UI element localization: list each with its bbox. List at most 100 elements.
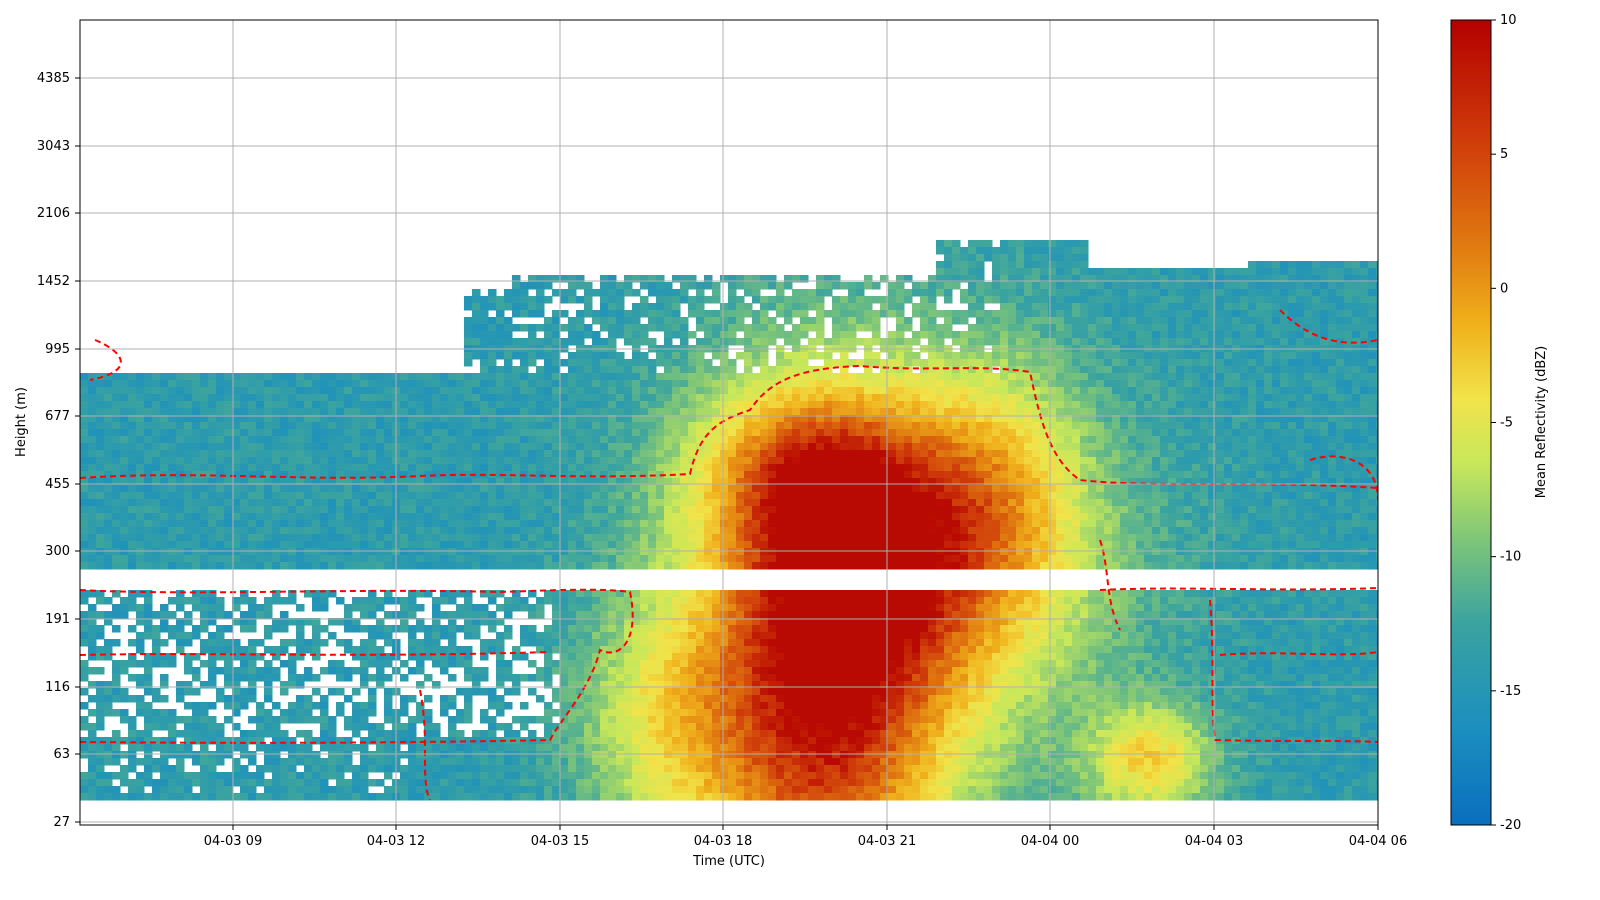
heatmap-cell [1360,485,1369,493]
heatmap-cell [1280,429,1289,437]
heatmap-cell [1376,513,1378,521]
heatmap-cell [912,310,921,318]
heatmap-cell [1128,513,1137,521]
heatmap-cell [936,268,945,276]
heatmap-cell [192,450,201,458]
heatmap-cell [1296,282,1305,290]
heatmap-cell [856,394,865,402]
heatmap-cell [1200,268,1209,276]
heatmap-cell [616,415,625,423]
heatmap-cell [520,415,529,423]
heatmap-cell [1136,478,1145,486]
heatmap-cell [816,352,825,360]
heatmap-cell [968,387,977,395]
heatmap-cell [504,366,513,374]
heatmap-cell [1096,324,1105,332]
heatmap-cell [1272,289,1281,297]
heatmap-cell [320,506,329,514]
heatmap-cell [608,415,617,423]
heatmap-cell [840,422,849,430]
heatmap-cell [1200,317,1209,325]
heatmap-cell [320,373,329,381]
heatmap-cell [344,373,353,381]
heatmap-cell [1200,380,1209,388]
heatmap-cell [320,422,329,430]
heatmap-cell [592,506,601,514]
heatmap-cell [912,408,921,416]
heatmap-cell [232,373,241,381]
heatmap-cell [720,429,729,437]
heatmap-cell [664,380,673,388]
heatmap-cell [904,450,913,458]
heatmap-cell [1032,268,1041,276]
heatmap-cell [1280,324,1289,332]
heatmap-cell [664,387,673,395]
heatmap-cell [272,499,281,507]
heatmap-cell [1048,450,1057,458]
heatmap-cell [688,485,697,493]
heatmap-cell [160,450,169,458]
heatmap-cell [1280,506,1289,514]
heatmap-cell [560,513,569,521]
heatmap-cell [1136,310,1145,318]
heatmap-cell [120,373,129,381]
heatmap-cell [1048,415,1057,423]
heatmap-cell [1360,401,1369,409]
heatmap-cell [256,408,265,416]
heatmap-cell [1032,464,1041,472]
heatmap-cell [328,373,337,381]
heatmap-cell [240,443,249,451]
heatmap-cell [544,275,553,283]
heatmap-cell [1280,387,1289,395]
heatmap-cell [80,387,89,395]
heatmap-cell [1120,373,1129,381]
heatmap-cell [424,471,433,479]
heatmap-cell [896,492,905,500]
heatmap-cell [1296,408,1305,416]
heatmap-cell [1192,373,1201,381]
heatmap-cell [760,387,769,395]
heatmap-cell [360,373,369,381]
heatmap-cell [760,275,769,283]
heatmap-cell [1152,380,1161,388]
heatmap-cell [240,499,249,507]
heatmap-cell [1288,464,1297,472]
heatmap-cell [384,471,393,479]
heatmap-cell [944,254,953,262]
heatmap-cell [832,506,841,514]
heatmap-cell [1032,338,1041,346]
heatmap-cell [624,443,633,451]
heatmap-cell [632,387,641,395]
heatmap-cell [384,387,393,395]
heatmap-cell [704,338,713,346]
heatmap-cell [648,506,657,514]
heatmap-cell [272,436,281,444]
heatmap-cell [1112,394,1121,402]
heatmap-cell [808,457,817,465]
heatmap-cell [1112,408,1121,416]
heatmap-cell [1304,387,1313,395]
heatmap-cell [264,429,273,437]
heatmap-cell [1192,401,1201,409]
heatmap-cell [328,429,337,437]
heatmap-cell [248,380,257,388]
heatmap-cell [520,380,529,388]
heatmap-cell [1064,282,1073,290]
heatmap-cell [592,422,601,430]
heatmap-cell [816,464,825,472]
heatmap-cell [1320,513,1329,521]
heatmap-cell [664,478,673,486]
heatmap-cell [528,380,537,388]
heatmap-cell [584,415,593,423]
heatmap-cell [1112,296,1121,304]
heatmap-cell [664,310,673,318]
heatmap-cell [344,415,353,423]
heatmap-cell [504,352,513,360]
heatmap-cell [536,408,545,416]
heatmap-cell [1160,443,1169,451]
heatmap-cell [1184,268,1193,276]
heatmap-cell [1008,422,1017,430]
heatmap-cell [1368,471,1377,479]
heatmap-cell [632,450,641,458]
heatmap-cell [1344,422,1353,430]
